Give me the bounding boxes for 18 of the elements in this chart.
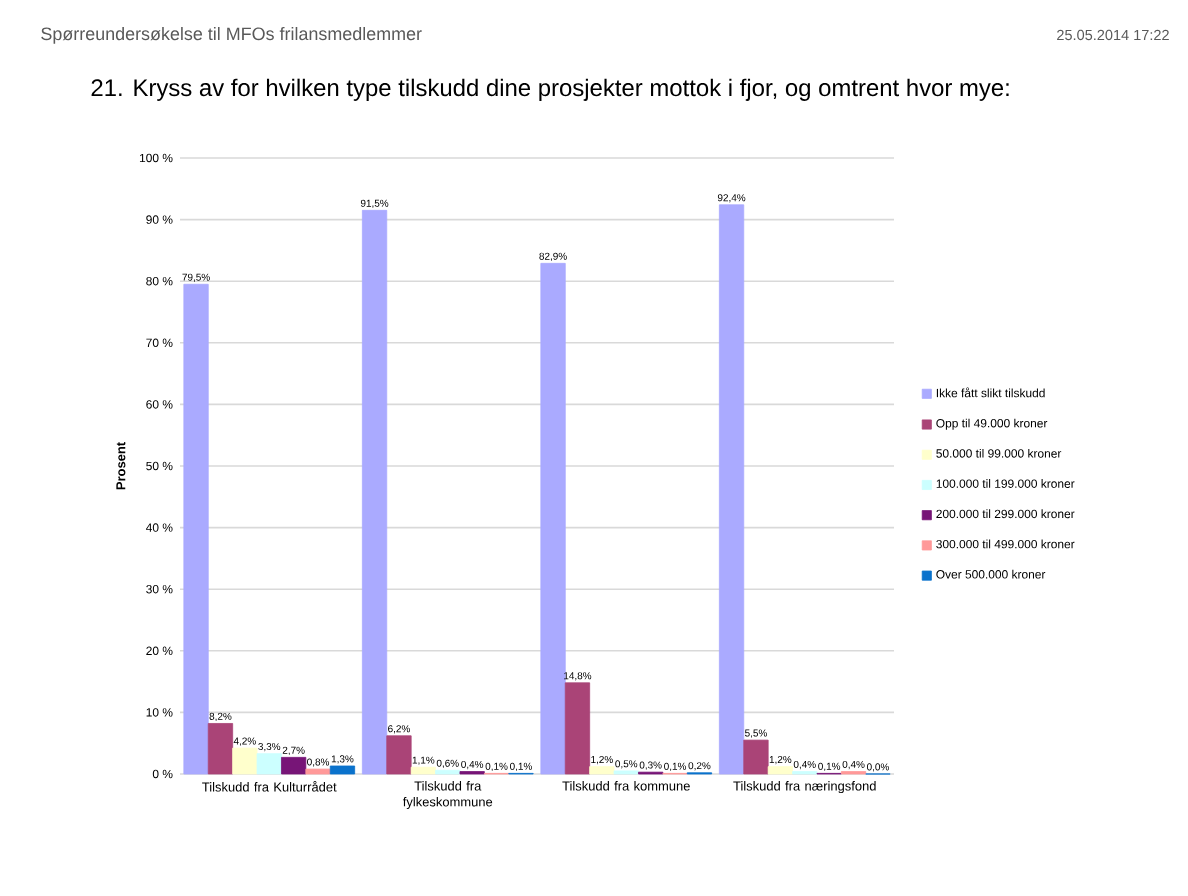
- bar: [386, 735, 412, 775]
- bar: [256, 753, 282, 775]
- bar: [207, 723, 234, 775]
- bar: [183, 283, 209, 775]
- text: Spørreundersøkelse til MFOs frilansmedlemmer: [41, 26, 422, 44]
- bar: [281, 756, 307, 775]
- bar: [361, 209, 388, 775]
- bar: [329, 765, 356, 775]
- bar: [410, 766, 436, 775]
- bar: [718, 204, 745, 775]
- bar: [743, 739, 769, 775]
- bar: [767, 766, 793, 775]
- bar: [232, 747, 258, 775]
- bar: [589, 766, 615, 775]
- chart-title: 21. Kryss av for hvilken type tilskudd dine prosjekter mottok i fjor, og omtrent hvor mye:: [91, 78, 1009, 101]
- bar: [540, 262, 566, 775]
- bar: [564, 682, 591, 775]
- bar: [305, 768, 331, 775]
